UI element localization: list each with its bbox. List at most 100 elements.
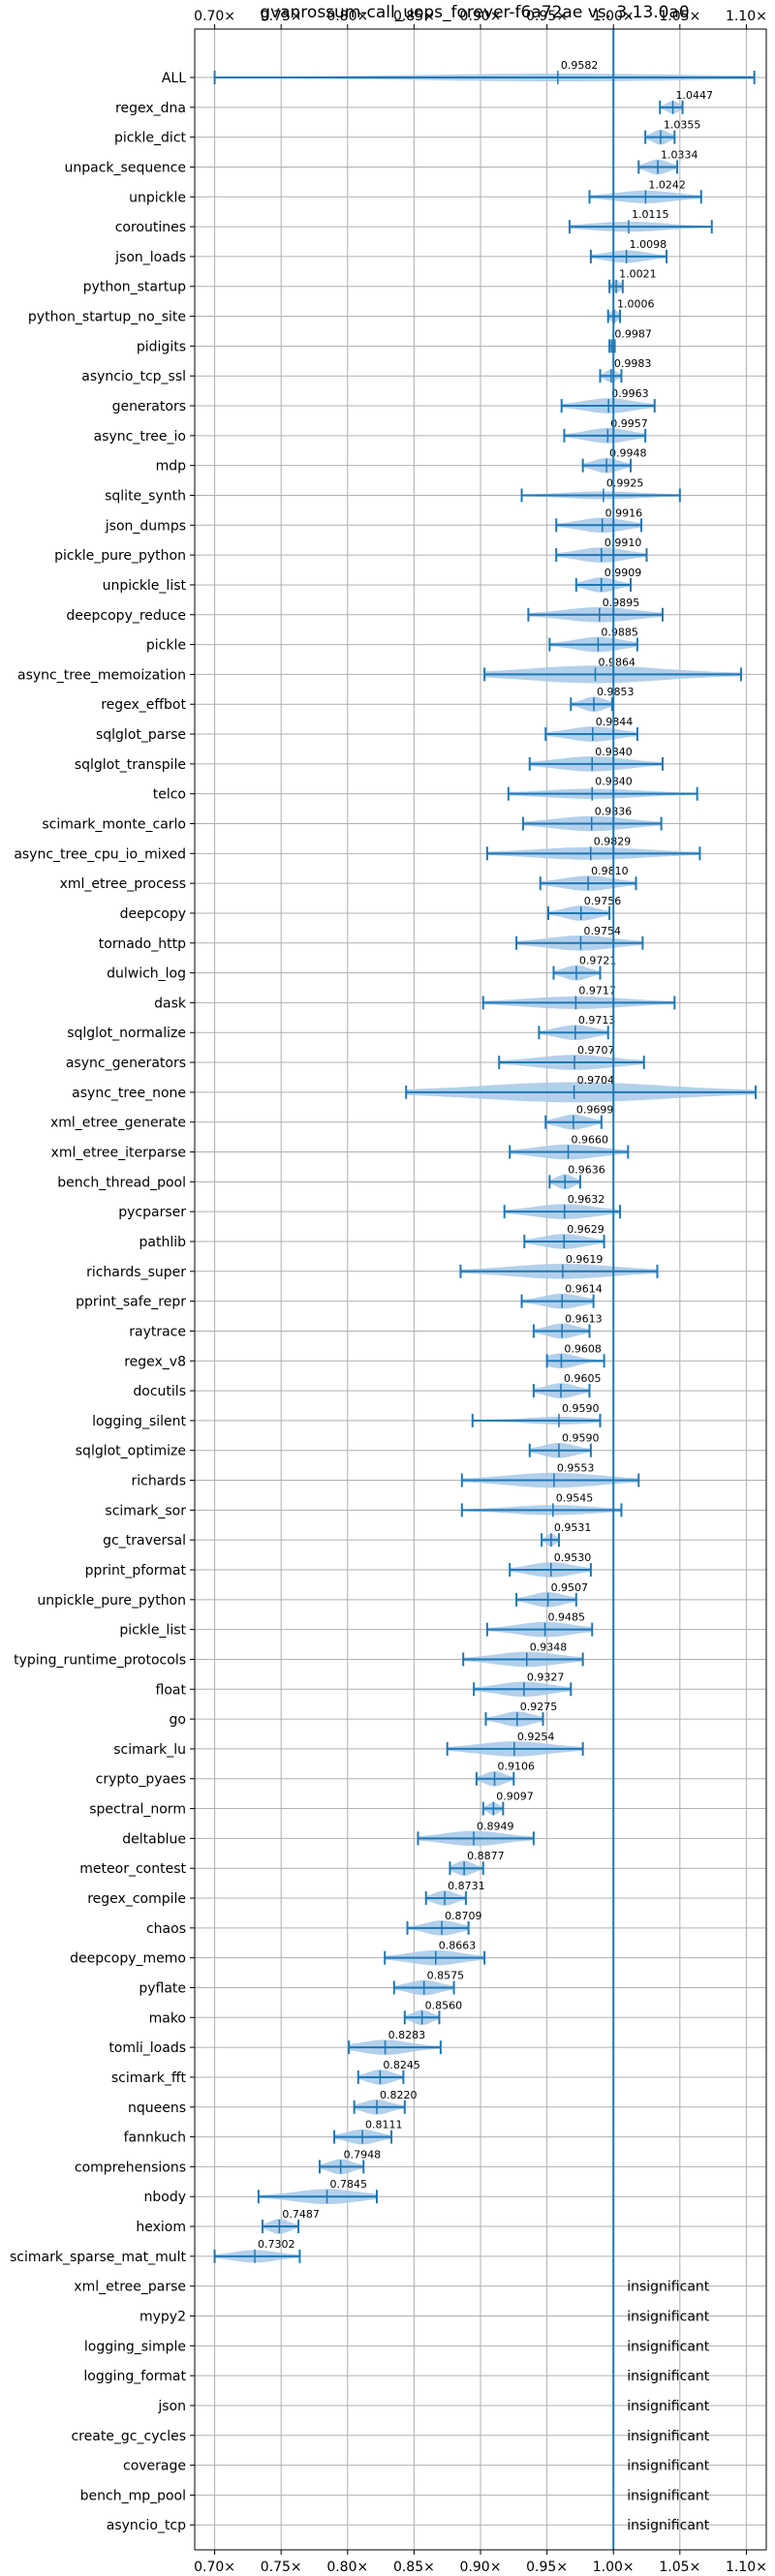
- benchmark-label: asyncio_tcp: [107, 2518, 186, 2533]
- value-label: 0.9254: [517, 1731, 555, 1743]
- value-label: 0.7302: [258, 2238, 295, 2251]
- value-label: 0.9619: [566, 1253, 604, 1266]
- x-tick-label-top: 0.90×: [460, 9, 502, 24]
- benchmark-label: nqueens: [128, 2101, 186, 2116]
- value-label: 0.9590: [562, 1402, 600, 1415]
- benchmark-label: logging_silent: [92, 1414, 186, 1429]
- value-label: 0.9632: [568, 1193, 605, 1206]
- value-label: 0.9909: [604, 567, 642, 579]
- value-label: 0.7948: [344, 2148, 382, 2161]
- value-label: 0.8575: [427, 1969, 465, 1981]
- value-label: 0.9608: [564, 1342, 602, 1355]
- benchmark-label: xml_etree_generate: [50, 1116, 186, 1131]
- insignificant-label: insignificant: [627, 2339, 710, 2354]
- value-label: 0.9756: [584, 895, 622, 907]
- insignificant-label: insignificant: [627, 2429, 710, 2444]
- value-label: 0.9957: [610, 417, 648, 430]
- value-label: 1.0355: [664, 119, 701, 132]
- value-label: 0.9925: [606, 476, 644, 489]
- benchmark-label: float: [156, 1682, 187, 1698]
- value-label: 1.0115: [632, 208, 669, 221]
- benchmark-label: xml_etree_process: [60, 876, 186, 892]
- value-label: 0.8731: [448, 1880, 485, 1892]
- benchmark-label: bench_mp_pool: [80, 2488, 186, 2503]
- x-tick-label-top: 0.85×: [393, 9, 435, 24]
- value-label: 0.8283: [388, 2029, 426, 2041]
- value-label: 0.9327: [527, 1671, 565, 1683]
- benchmark-label: pprint_pformat: [85, 1563, 187, 1579]
- benchmark-label: ALL: [162, 71, 186, 86]
- value-label: 0.9531: [554, 1521, 592, 1534]
- benchmark-label: tornado_http: [99, 936, 186, 952]
- benchmark-label: scimark_lu: [113, 1742, 186, 1758]
- x-tick-label-top: 1.05×: [659, 9, 700, 24]
- value-label: 0.9582: [561, 59, 599, 72]
- benchmark-label: crypto_pyaes: [96, 1772, 186, 1788]
- value-label: 0.9704: [577, 1074, 615, 1087]
- value-label: 1.0006: [617, 298, 655, 311]
- value-label: 0.9348: [530, 1641, 568, 1653]
- insignificant-label: insignificant: [627, 2399, 710, 2414]
- benchmark-label: asyncio_tcp_ssl: [81, 369, 186, 384]
- value-label: 0.9699: [576, 1104, 614, 1117]
- value-label: 0.9864: [599, 656, 636, 668]
- benchmark-label: dulwich_log: [107, 966, 186, 982]
- x-tick-label-bottom: 0.70×: [194, 2560, 235, 2575]
- benchmark-label: docutils: [133, 1384, 186, 1399]
- value-label: 0.8877: [467, 1850, 505, 1862]
- insignificant-label: insignificant: [627, 2488, 710, 2503]
- benchmark-label: unpack_sequence: [65, 160, 186, 175]
- benchmark-label: typing_runtime_protocols: [14, 1652, 186, 1668]
- value-label: 0.9853: [597, 686, 635, 698]
- benchmark-label: hexiom: [136, 2220, 186, 2235]
- insignificant-label: insignificant: [627, 2280, 710, 2295]
- value-label: 0.9636: [568, 1163, 605, 1176]
- benchmark-label: python_startup_no_site: [28, 310, 186, 325]
- value-label: 0.9106: [498, 1761, 536, 1773]
- value-label: 0.9545: [556, 1491, 594, 1504]
- benchmark-label: async_generators: [66, 1056, 186, 1071]
- value-label: 1.0242: [648, 178, 686, 191]
- value-label: 0.9829: [594, 835, 632, 847]
- x-tick-label-bottom: 1.10×: [726, 2560, 767, 2575]
- benchmark-label: xml_etree_parse: [74, 2280, 186, 2295]
- benchmark-label: regex_v8: [124, 1354, 186, 1369]
- benchmark-label: scimark_monte_carlo: [42, 817, 186, 833]
- value-label: 0.9660: [572, 1134, 609, 1147]
- value-label: 0.9713: [578, 1014, 616, 1027]
- grid: [195, 29, 766, 2550]
- value-label: 0.9987: [614, 327, 652, 340]
- value-label: 0.9721: [579, 955, 617, 967]
- benchmark-label: pyflate: [139, 1980, 186, 1996]
- x-tick-label-top: 1.00×: [593, 9, 635, 24]
- benchmark-label: regex_compile: [87, 1891, 186, 1907]
- value-label: 1.0334: [661, 148, 698, 161]
- x-tick-label-bottom: 1.05×: [659, 2560, 700, 2575]
- benchmark-label: logging_format: [83, 2369, 186, 2384]
- value-label: 0.9553: [557, 1462, 595, 1475]
- benchmark-label: pickle: [146, 638, 186, 654]
- value-label: 0.8949: [477, 1820, 514, 1832]
- benchmark-label: json_loads: [114, 250, 186, 265]
- value-label: 0.9963: [611, 387, 649, 400]
- benchmark-label: scimark_fft: [111, 2070, 187, 2086]
- benchmark-label: json_dumps: [105, 518, 186, 534]
- benchmark-label: mdp: [156, 459, 187, 475]
- benchmark-label: coverage: [123, 2459, 186, 2474]
- insignificant-label: insignificant: [627, 2369, 710, 2384]
- value-label: 0.9717: [578, 984, 616, 997]
- value-label: 0.8663: [439, 1940, 477, 1952]
- value-label: 0.9590: [562, 1432, 600, 1445]
- benchmark-label: mypy2: [140, 2310, 186, 2325]
- chart-title: gvanrossum-call_uops_forever-f6a72ae vs.…: [260, 3, 689, 22]
- x-tick-label-bottom: 0.85×: [393, 2560, 435, 2575]
- benchmark-label: telco: [153, 787, 186, 803]
- x-tick-label-bottom: 0.80×: [326, 2560, 368, 2575]
- benchmark-label: pprint_safe_repr: [76, 1295, 186, 1310]
- value-label: 0.9916: [605, 506, 643, 519]
- benchmark-label: pycparser: [118, 1205, 186, 1220]
- x-tick-label-bottom: 0.90×: [460, 2560, 502, 2575]
- benchmark-label: json: [157, 2399, 186, 2414]
- benchmark-label: deepcopy_reduce: [66, 608, 186, 624]
- benchmark-label: spectral_norm: [89, 1802, 186, 1818]
